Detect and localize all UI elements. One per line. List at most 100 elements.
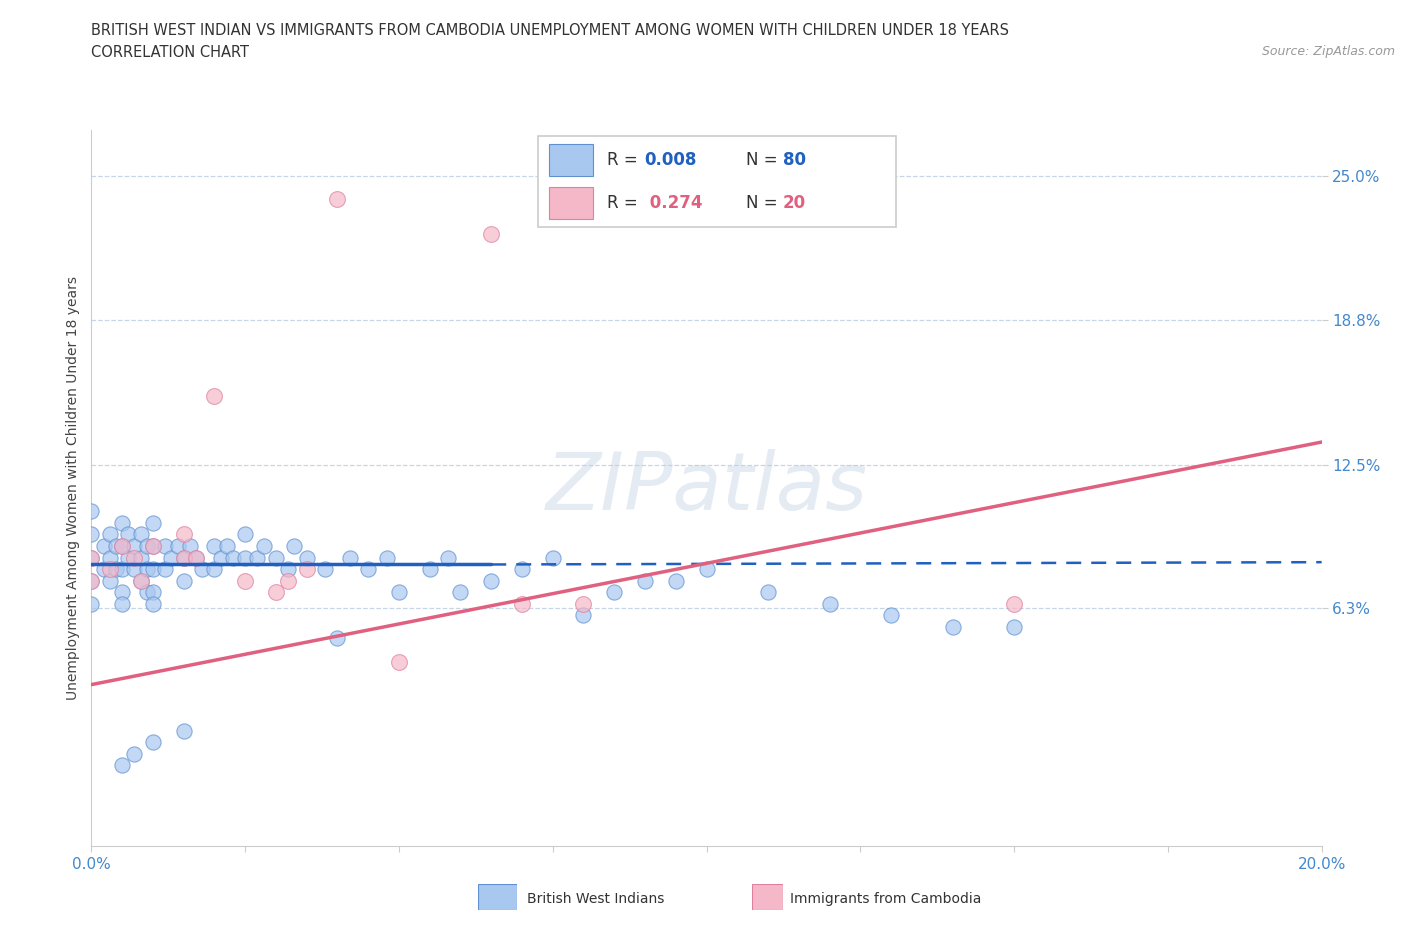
Point (202, 389, 225, 404)
Point (111, 585, 134, 600)
Point (603, 585, 626, 600)
Point (173, 551, 195, 565)
Point (142, 538, 165, 553)
Text: 0.274: 0.274 (644, 193, 703, 212)
Point (93, 562, 115, 577)
Point (184, 551, 207, 565)
Point (80, 596, 103, 611)
Point (388, 654, 411, 669)
Point (1002, 596, 1025, 611)
Point (880, 608, 903, 623)
Point (1002, 619, 1025, 634)
Point (153, 538, 177, 553)
Point (111, 596, 134, 611)
Point (375, 551, 398, 565)
Point (202, 538, 225, 553)
Point (277, 562, 299, 577)
Point (942, 619, 965, 634)
Point (111, 538, 134, 553)
Point (264, 585, 287, 600)
Text: 20: 20 (783, 193, 806, 212)
Point (449, 585, 471, 600)
Point (184, 551, 207, 565)
Point (696, 562, 718, 577)
Point (541, 551, 564, 565)
Point (142, 538, 165, 553)
Point (283, 538, 305, 553)
Point (129, 573, 152, 588)
Y-axis label: Unemployment Among Women with Children Under 18 years: Unemployment Among Women with Children U… (66, 276, 80, 700)
Point (572, 596, 595, 611)
Point (124, 747, 146, 762)
Point (202, 562, 225, 577)
Text: British West Indians: British West Indians (527, 892, 665, 907)
Text: 0.008: 0.008 (644, 151, 696, 169)
Text: ZIPatlas: ZIPatlas (546, 449, 868, 527)
Point (173, 551, 195, 565)
Point (105, 562, 127, 577)
Point (98, 551, 121, 565)
FancyBboxPatch shape (752, 884, 783, 910)
Text: Immigrants from Cambodia: Immigrants from Cambodia (790, 892, 981, 907)
Point (339, 551, 361, 565)
Point (295, 551, 318, 565)
Point (142, 515, 165, 530)
Point (634, 573, 657, 588)
Point (388, 585, 411, 600)
Point (253, 538, 276, 553)
Point (818, 596, 841, 611)
Point (111, 515, 134, 530)
Point (191, 562, 214, 577)
Point (142, 596, 165, 611)
Point (129, 551, 152, 565)
Text: N =: N = (747, 151, 783, 169)
Point (326, 193, 349, 207)
Point (572, 608, 595, 623)
Point (314, 562, 336, 577)
Text: N =: N = (747, 193, 783, 212)
Point (277, 573, 299, 588)
Point (479, 227, 502, 242)
Point (135, 585, 157, 600)
Point (326, 631, 349, 645)
Text: BRITISH WEST INDIAN VS IMMIGRANTS FROM CAMBODIA UNEMPLOYMENT AMONG WOMEN WITH CH: BRITISH WEST INDIAN VS IMMIGRANTS FROM C… (91, 23, 1010, 38)
Point (98, 573, 121, 588)
Point (124, 562, 146, 577)
FancyBboxPatch shape (538, 136, 896, 227)
FancyBboxPatch shape (478, 884, 517, 910)
Point (135, 538, 157, 553)
FancyBboxPatch shape (548, 144, 593, 176)
Point (295, 562, 318, 577)
Point (80, 573, 103, 588)
Point (117, 527, 139, 542)
Point (135, 562, 157, 577)
FancyBboxPatch shape (548, 187, 593, 219)
Point (80, 551, 103, 565)
Point (179, 538, 201, 553)
Point (80, 551, 103, 565)
Point (173, 573, 195, 588)
Point (111, 758, 134, 773)
Point (233, 573, 256, 588)
Point (105, 538, 127, 553)
Point (129, 573, 152, 588)
Point (142, 562, 165, 577)
Point (173, 724, 195, 738)
Point (142, 585, 165, 600)
Text: Source: ZipAtlas.com: Source: ZipAtlas.com (1261, 45, 1395, 58)
Point (98, 562, 121, 577)
Point (264, 551, 287, 565)
Point (160, 551, 183, 565)
Point (233, 527, 256, 542)
Point (80, 504, 103, 519)
Point (209, 551, 232, 565)
Point (173, 527, 195, 542)
Point (510, 596, 533, 611)
Point (153, 562, 177, 577)
Point (98, 527, 121, 542)
Point (665, 573, 688, 588)
Text: 80: 80 (783, 151, 806, 169)
Point (124, 538, 146, 553)
Text: CORRELATION CHART: CORRELATION CHART (91, 45, 249, 60)
Point (142, 735, 165, 750)
